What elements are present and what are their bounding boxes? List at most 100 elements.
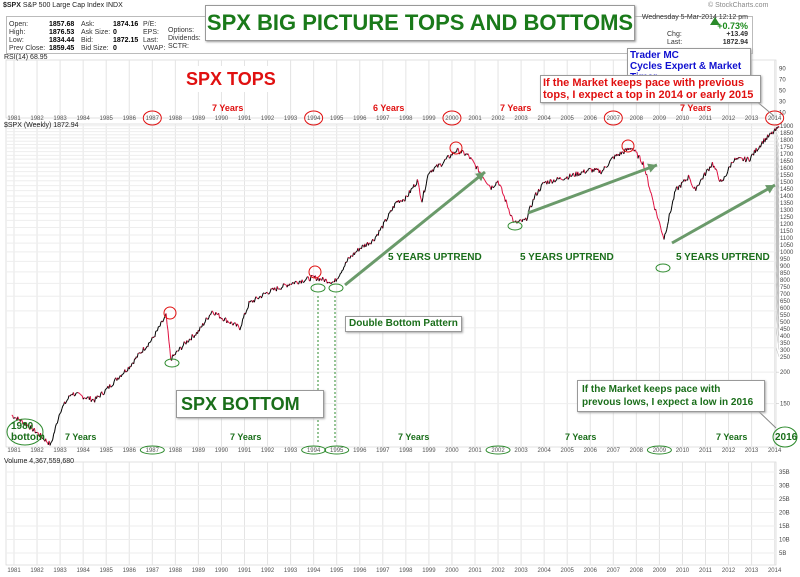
price-bar xyxy=(280,287,283,290)
price-tick-leader xyxy=(775,159,780,196)
price-bar xyxy=(53,431,56,435)
year-tick-1997: 1997 xyxy=(376,448,390,454)
price-tick: 200 xyxy=(780,370,791,376)
price-bar xyxy=(353,251,356,255)
year-tick-1998: 1998 xyxy=(399,116,413,122)
year-tick-1981: 1981 xyxy=(7,568,21,574)
price-bar xyxy=(358,248,361,252)
spx-tops-label: SPX TOPS xyxy=(182,66,280,92)
year-tick-1981: 1981 xyxy=(7,448,21,454)
price-bar xyxy=(60,408,63,413)
price-bar xyxy=(61,405,64,410)
price-bar xyxy=(747,156,749,159)
price-bar xyxy=(757,148,760,150)
price-bar xyxy=(502,194,505,197)
price-bar xyxy=(233,322,235,324)
price-bar xyxy=(543,181,546,184)
volume-tick: 15B xyxy=(779,524,790,530)
price-bar xyxy=(169,348,172,360)
price-bar xyxy=(191,334,194,337)
year-tick-2005: 2005 xyxy=(561,568,575,574)
year-tick-2014: 2014 xyxy=(768,568,782,574)
year-tick-1983: 1983 xyxy=(53,568,67,574)
bottom-ellipse-3 xyxy=(507,221,523,231)
price-bar xyxy=(491,185,494,188)
bottom-1980-label: 1980 bottom xyxy=(11,421,45,443)
price-bar xyxy=(204,321,206,324)
price-bar xyxy=(639,155,642,162)
price-bar xyxy=(649,191,652,194)
year-tick-1981: 1981 xyxy=(7,116,21,122)
year-tick-1988: 1988 xyxy=(169,568,183,574)
price-bar xyxy=(103,393,105,396)
price-bar xyxy=(386,217,389,220)
price-bar xyxy=(520,219,522,221)
price-bar xyxy=(405,195,408,197)
price-bar xyxy=(154,331,157,338)
price-bar xyxy=(488,184,491,188)
price-bar xyxy=(220,316,222,320)
price-bar xyxy=(441,163,444,166)
price-bar xyxy=(449,157,451,159)
price-bar xyxy=(295,280,298,283)
year-tick-2007: 2007 xyxy=(607,448,621,454)
fund-3: VWAP: xyxy=(143,45,166,52)
price-bar xyxy=(581,171,583,173)
price-bar xyxy=(65,399,68,403)
year-tick-1983: 1983 xyxy=(53,448,67,454)
price-bar xyxy=(165,313,168,325)
price-bar xyxy=(418,187,421,196)
price-bar xyxy=(163,317,165,321)
price-bar xyxy=(702,175,705,180)
price-bar xyxy=(382,221,385,229)
price-bar xyxy=(711,162,714,168)
price-bar xyxy=(393,202,396,209)
price-bar xyxy=(658,219,660,223)
price-tick-leader xyxy=(775,151,780,182)
price-bar xyxy=(156,326,159,331)
price-bar xyxy=(55,423,57,427)
price-bar xyxy=(748,160,751,162)
fund-1: EPS: xyxy=(143,29,159,36)
year-tick-2012: 2012 xyxy=(722,448,736,454)
year-tick-1985: 1985 xyxy=(100,448,114,454)
price-tick: 150 xyxy=(780,402,791,408)
price-bar xyxy=(664,232,667,235)
price-bar xyxy=(94,396,97,403)
price-bar xyxy=(522,218,525,221)
bottom-ellipse-1 xyxy=(310,283,326,293)
price-bar xyxy=(263,292,266,295)
year-tick-2014: 2014 xyxy=(768,116,782,122)
price-bar xyxy=(54,426,56,432)
price-bar xyxy=(56,419,59,424)
price-bar xyxy=(485,181,488,184)
volume-tick: 30B xyxy=(779,484,790,490)
price-bar xyxy=(296,281,299,285)
price-bar xyxy=(698,181,701,185)
price-bar xyxy=(663,233,666,240)
price-bar xyxy=(258,296,261,299)
price-bar xyxy=(208,314,211,319)
price-tick: 1000 xyxy=(780,250,794,256)
price-bar xyxy=(174,351,177,356)
price-bar xyxy=(178,347,181,351)
price-bar xyxy=(309,276,312,282)
year-tick-2005: 2005 xyxy=(561,116,575,122)
price-tick: 1200 xyxy=(780,222,794,228)
last-label: Last: xyxy=(667,39,683,46)
price-tick-leader xyxy=(775,195,780,252)
price-bar xyxy=(446,155,449,158)
year-tick-1988: 1988 xyxy=(169,116,183,122)
price-bar xyxy=(508,209,511,214)
price-bar xyxy=(33,428,36,434)
price-bar xyxy=(685,179,688,181)
price-bar xyxy=(483,178,486,181)
price-tick: 1600 xyxy=(780,166,794,172)
price-bar xyxy=(647,178,650,186)
book-0: Ask: 1874.16 xyxy=(81,21,139,28)
price-bar xyxy=(713,165,716,170)
price-bar xyxy=(30,424,32,427)
year-tick-1995: 1995 xyxy=(330,116,344,122)
price-bar xyxy=(437,163,440,168)
price-tick-leader xyxy=(775,213,780,273)
